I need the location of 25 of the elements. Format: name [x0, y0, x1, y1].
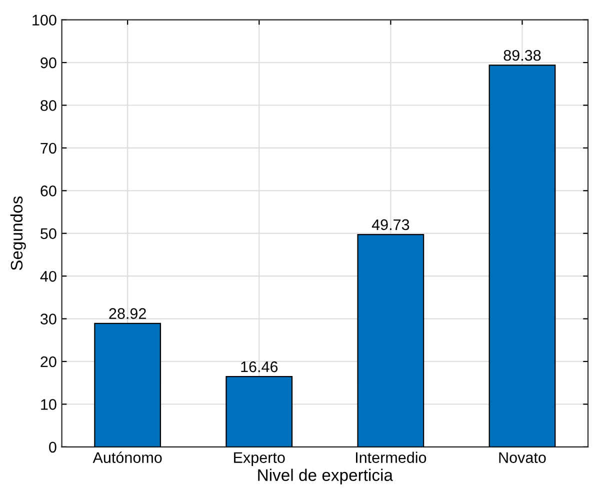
y-tick-label: 90: [40, 57, 56, 68]
y-tick-label: 70: [40, 142, 56, 154]
y-tick-label: 80: [40, 100, 56, 111]
y-axis-title: Segundos: [10, 196, 26, 270]
x-tick-label: Intermedio: [356, 452, 426, 463]
bar: [488, 64, 556, 447]
bar: [94, 322, 162, 447]
y-tick-label: 100: [32, 14, 56, 26]
y-tick-label: 50: [40, 228, 56, 240]
y-tick-label: 30: [40, 314, 56, 324]
y-tick-label: 20: [40, 356, 56, 368]
x-tick-label: Autónomo: [92, 452, 162, 463]
y-tick-label: 0: [49, 442, 56, 453]
y-tick-label: 40: [40, 270, 56, 282]
x-tick-label: Novato: [499, 452, 546, 463]
x-tick-label: Experto: [234, 452, 285, 466]
bar: [357, 234, 424, 447]
data-label: 89.38: [504, 50, 541, 61]
y-tick-label: 10: [41, 399, 56, 410]
data-label: 49.73: [372, 219, 410, 230]
data-label: 28.92: [109, 308, 146, 319]
x-axis-title: Nivel de experticia: [258, 468, 393, 484]
data-label: 16.46: [241, 361, 278, 372]
bar: [226, 376, 293, 447]
y-tick-label: 60: [40, 186, 56, 196]
